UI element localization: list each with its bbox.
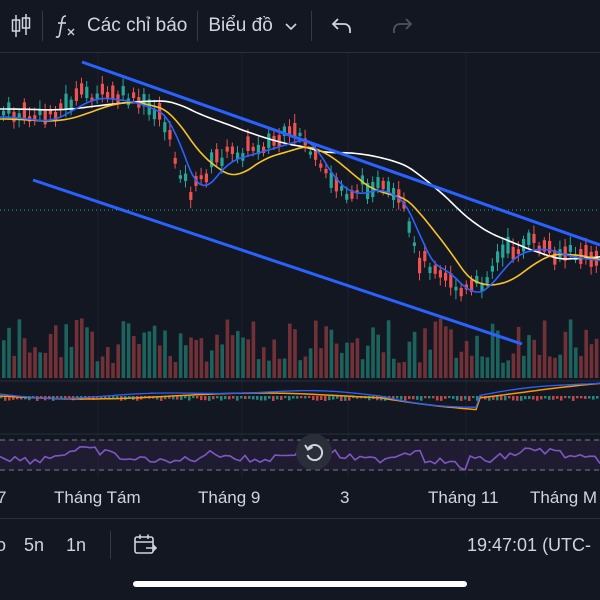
chart-menu-label: Biểu đồ bbox=[208, 15, 273, 36]
volume-bars bbox=[2, 318, 599, 378]
home-indicator bbox=[133, 581, 467, 587]
time-axis-label: 3 bbox=[340, 488, 350, 507]
time-axis: 7 Tháng Tám Tháng 9 3 Tháng 11 Tháng M bbox=[0, 480, 600, 514]
timeframe-button[interactable]: o bbox=[0, 535, 7, 555]
moving-average-fast bbox=[0, 97, 600, 293]
candlesticks bbox=[2, 75, 598, 302]
undo-icon bbox=[331, 18, 351, 33]
calendar-icon[interactable] bbox=[132, 532, 158, 558]
timeframe-5y-button[interactable]: 5n bbox=[24, 535, 45, 555]
toolbar-divider bbox=[310, 11, 312, 41]
redo-icon bbox=[392, 18, 413, 33]
time-axis-label: Tháng Tám bbox=[54, 488, 141, 507]
function-icon bbox=[55, 15, 75, 38]
lower-trendline[interactable] bbox=[32, 178, 523, 346]
chart-type-button[interactable] bbox=[0, 0, 42, 52]
moving-average-mid bbox=[0, 101, 600, 286]
chevron-down-icon bbox=[285, 23, 297, 31]
time-axis-label: Tháng 11 bbox=[428, 488, 499, 507]
timeframe-1y-button[interactable]: 1n bbox=[66, 535, 87, 555]
toolbar-divider bbox=[197, 11, 199, 41]
reset-icon bbox=[304, 444, 324, 462]
undo-button[interactable] bbox=[312, 0, 372, 52]
indicators-button[interactable]: Các chỉ báo bbox=[43, 0, 197, 52]
clock-readout[interactable]: 19:47:01 (UTC- bbox=[467, 535, 592, 555]
redo-button[interactable] bbox=[372, 0, 432, 52]
candlestick-icon bbox=[11, 14, 31, 37]
toolbar-divider bbox=[42, 11, 43, 41]
time-axis-label: Tháng M bbox=[530, 488, 598, 507]
time-axis-label: 7 bbox=[0, 488, 7, 507]
time-axis-label: Tháng 9 bbox=[198, 488, 261, 507]
upper-trendline[interactable] bbox=[81, 60, 600, 247]
reset-chart-button[interactable] bbox=[296, 434, 332, 470]
price-chart[interactable] bbox=[0, 53, 600, 478]
chart-toolbar: Các chỉ báo Biểu đồ bbox=[0, 0, 600, 53]
indicators-label: Các chỉ báo bbox=[87, 15, 188, 36]
moving-average-slow bbox=[0, 100, 600, 260]
chart-menu-button[interactable]: Biểu đồ bbox=[198, 0, 310, 52]
bottom-toolbar: o 5n 1n 19:47:01 (UTC- bbox=[0, 518, 600, 571]
toolbar-divider bbox=[110, 531, 111, 559]
macd-pane bbox=[0, 382, 600, 411]
